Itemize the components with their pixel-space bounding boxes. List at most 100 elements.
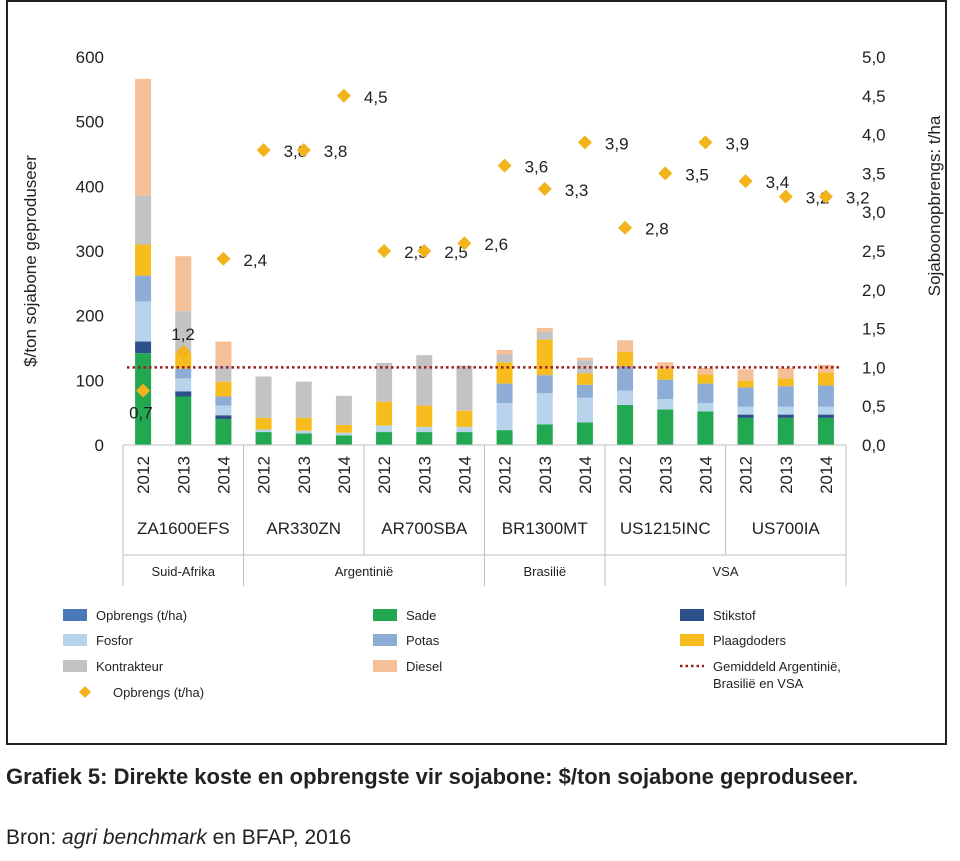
x-tick-year-label: 2013 — [656, 456, 675, 494]
bar-segment-fosfor — [576, 397, 593, 423]
bar-segment-fosfor — [456, 426, 473, 433]
source-italic: agri benchmark — [62, 826, 207, 849]
bar-segment-plaagdoders — [215, 381, 232, 397]
bar-segment-potas — [817, 385, 834, 407]
yield-marker — [778, 189, 793, 204]
yield-marker — [537, 181, 552, 196]
bar-segment-diesel — [777, 368, 794, 379]
bar-segment-potas — [697, 383, 714, 403]
legend-swatch — [63, 609, 87, 621]
yield-data-label: 3,2 — [846, 189, 870, 208]
chart-frame: 0 100 200 300 400 500 600 0,0 0,5 1,0 1,5 2,0 2,5 3,0… — [6, 0, 947, 745]
bar-segment-fosfor — [335, 432, 352, 436]
bar-segment-kontrakteur — [536, 331, 553, 340]
bar-segment-fosfor — [697, 402, 714, 412]
legend-diamond — [79, 686, 91, 698]
bar-segment-diesel — [215, 341, 232, 366]
bar-segment-sade — [536, 424, 553, 445]
y-left-axis-title: $/ton sojabone geproduseer — [21, 155, 40, 367]
bar-segment-plaagdoders — [135, 244, 152, 276]
bar-segment-plaagdoders — [255, 417, 272, 430]
yield-marker — [818, 189, 833, 204]
yield-marker — [377, 244, 392, 258]
y-right-tick-label: 3,0 — [862, 203, 886, 222]
bar-segment-sade — [657, 409, 674, 445]
bar-segment-diesel — [135, 78, 152, 196]
y-right-tick-label: 1,0 — [862, 358, 886, 377]
bar-segment-kontrakteur — [376, 362, 393, 402]
bar-segment-fosfor — [215, 405, 232, 416]
bar-segment-potas — [135, 275, 152, 302]
bar-segment-sade — [175, 396, 192, 445]
figure-caption-title: Grafiek 5: Direkte koste en opbrengste v… — [6, 764, 859, 789]
bar-segment-kontrakteur — [496, 354, 513, 363]
bar-segment-diesel — [496, 349, 513, 355]
bar-segment-fosfor — [295, 430, 312, 434]
legend-swatch — [373, 660, 397, 672]
bar-segment-fosfor — [777, 406, 794, 415]
bar-segment-plaagdoders — [295, 417, 312, 431]
x-tick-year-label: 2013 — [174, 456, 193, 494]
y-left-tick-label: 100 — [76, 371, 104, 390]
legend-swatch — [63, 660, 87, 672]
y-right-tick-label: 5,0 — [862, 48, 886, 67]
y-right-tick-label: 4,5 — [862, 87, 886, 106]
bar-segment-potas — [576, 384, 593, 398]
x-tick-year-label: 2014 — [696, 456, 715, 494]
source-suffix: en BFAP, 2016 — [206, 826, 352, 849]
x-group-farm-label: US700IA — [752, 519, 821, 538]
bar-segment-diesel — [817, 364, 834, 373]
bar-segment-kontrakteur — [456, 365, 473, 411]
yield-data-label: 3,9 — [725, 134, 749, 153]
yield-data-label: 3,9 — [605, 134, 629, 153]
bar-segment-sade — [255, 432, 272, 445]
bar-segment-plaagdoders — [376, 401, 393, 426]
yield-data-label: 3,5 — [685, 165, 709, 184]
legend-label: Plaagdoders — [713, 633, 786, 648]
bar-segment-potas — [777, 386, 794, 407]
bar-segment-kontrakteur — [295, 381, 312, 418]
x-tick-year-label: 2013 — [415, 456, 434, 494]
bar-segment-sade — [135, 353, 152, 445]
bar-segment-plaagdoders — [737, 380, 754, 388]
legend-label: Diesel — [406, 659, 442, 674]
legend-label: Sade — [406, 608, 436, 623]
source-prefix: Bron: — [6, 826, 63, 849]
bar-segment-kontrakteur — [416, 355, 433, 406]
bar-segment-fosfor — [255, 429, 272, 433]
yield-data-label: 3,6 — [525, 158, 549, 177]
legend-label: Fosfor — [96, 633, 134, 648]
legend-swatch — [680, 634, 704, 646]
x-tick-year-label: 2014 — [214, 456, 233, 494]
yield-data-label: 0,7 — [129, 404, 153, 423]
bar-segment-sade — [737, 417, 754, 445]
yield-data-label: 2,4 — [243, 251, 267, 270]
y-right-tick-label: 4,0 — [862, 126, 886, 145]
bar-segment-fosfor — [617, 390, 634, 405]
y-left-tick-label: 200 — [76, 307, 104, 326]
bar-segment-fosfor — [496, 402, 513, 431]
yield-marker — [216, 251, 231, 266]
x-country-label: Suid-Afrika — [151, 564, 215, 579]
legend-label: Opbrengs (t/ha) — [96, 608, 187, 623]
bar-segment-sade — [817, 417, 834, 445]
yield-data-label: 4,5 — [364, 88, 388, 107]
bar-segment-plaagdoders — [697, 374, 714, 384]
bar-segment-sade — [295, 433, 312, 445]
x-country-label: Brasilië — [523, 564, 566, 579]
yield-marker — [457, 236, 472, 251]
x-tick-year-label: 2013 — [295, 456, 314, 494]
yield-marker — [658, 166, 673, 181]
bar-segment-sade — [697, 411, 714, 445]
bar-segment-plaagdoders — [657, 368, 674, 380]
bar-segment-kontrakteur — [175, 311, 192, 354]
yield-marker — [577, 135, 592, 150]
bar-segment-diesel — [576, 357, 593, 361]
bar-segment-potas — [657, 379, 674, 400]
yield-marker — [497, 158, 512, 173]
legend-label: Gemiddeld Argentinië, — [713, 659, 841, 674]
bar-segment-stikstof — [215, 415, 232, 420]
bar-segment-diesel — [697, 368, 714, 375]
x-tick-year-label: 2012 — [134, 456, 153, 494]
legend-swatch — [373, 609, 397, 621]
